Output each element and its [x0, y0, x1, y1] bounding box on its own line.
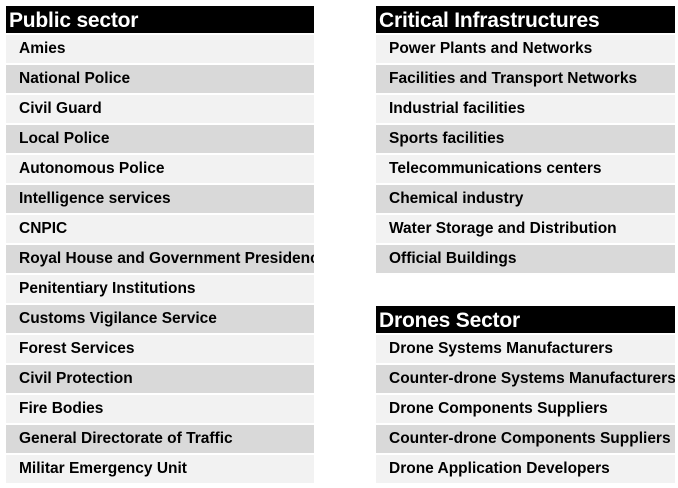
list-item: Penitentiary Institutions: [6, 273, 314, 303]
drones-sector-panel: Drones Sector Drone Systems Manufacturer…: [376, 306, 675, 483]
list-item: Facilities and Transport Networks: [376, 63, 675, 93]
list-item: Militar Emergency Unit: [6, 453, 314, 483]
list-item: Power Plants and Networks: [376, 33, 675, 63]
list-item: Official Buildings: [376, 243, 675, 273]
list-item: Amies: [6, 33, 314, 63]
list-item: Chemical industry: [376, 183, 675, 213]
critical-infrastructures-list: Power Plants and Networks Facilities and…: [376, 33, 675, 273]
list-item: Forest Services: [6, 333, 314, 363]
list-item: Autonomous Police: [6, 153, 314, 183]
public-sector-list: Amies National Police Civil Guard Local …: [6, 33, 314, 483]
public-sector-header: Public sector: [6, 6, 314, 33]
list-item: Fire Bodies: [6, 393, 314, 423]
list-item: Counter-drone Components Suppliers: [376, 423, 675, 453]
list-item: General Directorate of Traffic: [6, 423, 314, 453]
critical-infrastructures-header: Critical Infrastructures: [376, 6, 675, 33]
list-item: Royal House and Government Presidency: [6, 243, 314, 273]
public-sector-panel: Public sector Amies National Police Civi…: [6, 6, 314, 483]
list-item: Counter-drone Systems Manufacturers: [376, 363, 675, 393]
list-item: Water Storage and Distribution: [376, 213, 675, 243]
drones-sector-list: Drone Systems Manufacturers Counter-dron…: [376, 333, 675, 483]
critical-infrastructures-panel: Critical Infrastructures Power Plants an…: [376, 6, 675, 273]
list-item: Local Police: [6, 123, 314, 153]
list-item: Intelligence services: [6, 183, 314, 213]
list-item: Customs Vigilance Service: [6, 303, 314, 333]
list-item: Industrial facilities: [376, 93, 675, 123]
list-item: CNPIC: [6, 213, 314, 243]
list-item: Sports facilities: [376, 123, 675, 153]
list-item: Drone Systems Manufacturers: [376, 333, 675, 363]
list-item: National Police: [6, 63, 314, 93]
list-item: Drone Components Suppliers: [376, 393, 675, 423]
drones-sector-header: Drones Sector: [376, 306, 675, 333]
list-item: Telecommunications centers: [376, 153, 675, 183]
list-item: Civil Protection: [6, 363, 314, 393]
list-item: Drone Application Developers: [376, 453, 675, 483]
list-item: Civil Guard: [6, 93, 314, 123]
